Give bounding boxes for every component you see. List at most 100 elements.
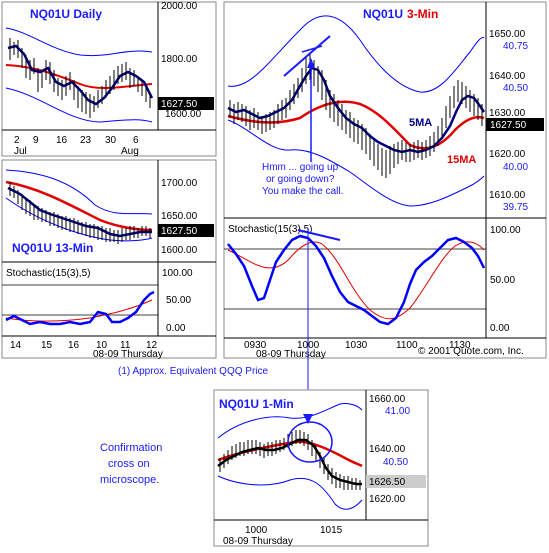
daily-price-box-text: 1627.50: [161, 99, 198, 110]
min3-stoch-fast: [227, 234, 486, 326]
min13-stoch-fast: [5, 290, 155, 326]
daily-ytick-1600: 1600.00: [165, 109, 202, 120]
min3-xtick-1100: 1100: [396, 340, 418, 351]
min3-ytick-1610: 1610.00: [489, 190, 526, 201]
daily-title: NQ01U Daily: [30, 7, 102, 21]
min13-date-label: 08-09 Thursday: [93, 349, 163, 360]
min1-qqq-4100: 41.00: [385, 406, 410, 417]
daily-month-aug: Aug: [121, 146, 139, 157]
min3-price-box-text: 1627.50: [490, 120, 527, 131]
min1-title: NQ01U 1-Min: [219, 397, 294, 411]
min13-stoch-slow: [5, 299, 153, 322]
daily-upper-band: [5, 27, 153, 57]
min3-ytick-1620: 1620.00: [489, 149, 526, 160]
min3-ytick-1650: 1650.00: [489, 29, 526, 40]
daily-price-box: [158, 97, 214, 110]
min3-title: NQ01U 3-Min: [363, 7, 438, 21]
min3-trend-line-hidden: [301, 45, 323, 53]
daily-month-jul: Jul: [14, 146, 27, 157]
min3-label-5ma: 5MA: [409, 117, 432, 129]
min3-stoch-tick-50: 50.00: [490, 275, 515, 286]
min3-ytick-1630: 1630.00: [489, 108, 526, 119]
min13-price-box: [158, 224, 214, 237]
min13-stoch-tick-100: 100.00: [162, 268, 193, 279]
min13-panel: 1700.00 1650.00 1600.00 1627.50 NQ01U 13…: [1, 159, 217, 360]
min3-date-label: 08-09 Thursday: [256, 349, 326, 360]
min3-ma-slow: [227, 100, 485, 150]
min13-upper-band: [5, 169, 153, 215]
daily-ytick-1800: 1800.00: [161, 54, 198, 65]
min13-xtick-1: 15: [41, 340, 53, 351]
min3-stoch-tick-0: 0.00: [490, 323, 510, 334]
min3-lower-band: [227, 119, 485, 207]
min13-ytick-1650: 1650.00: [161, 211, 198, 222]
min1-ma-fast: [217, 438, 362, 486]
min3-xtick-1030: 1030: [345, 340, 368, 351]
min1-qqq-4050: 40.50: [383, 457, 408, 468]
min1-panel: NQ01U 1-Min 1660.00 41.00 1640.00 40.50 …: [213, 389, 429, 547]
min3-upper-band: [227, 15, 485, 93]
min3-stoch-tick-100: 100.00: [490, 225, 521, 236]
min13-xtick-4: 11: [120, 340, 131, 351]
min1-ytick-1660: 1660.00: [369, 394, 406, 405]
min3-qqq-3975: 39.75: [503, 202, 528, 213]
min1-upper-band: [217, 403, 363, 439]
min1-cross-circle: [287, 421, 333, 463]
daily-ma-slow: [5, 64, 153, 89]
daily-xtick-5: 6: [133, 135, 139, 146]
min13-xtick-2: 16: [68, 340, 80, 351]
min3-copyright: © 2001 Quote.com, Inc.: [418, 346, 524, 357]
daily-frame: [1, 1, 217, 157]
min3-xtick-0930: 0930: [244, 340, 267, 351]
min13-xtick-5: 12: [146, 340, 158, 351]
min3-annot-pointer-head: [307, 58, 315, 68]
min1-price-box-text: 1626.50: [369, 477, 406, 488]
min3-annot-line2: or going down?: [266, 174, 335, 185]
min13-ytick-1700: 1700.00: [161, 178, 198, 189]
min3-annot-line1: Hmm ... going up: [262, 162, 339, 173]
min3-stoch-annot-line: [297, 229, 341, 241]
min13-ytick-1600: 1600.00: [161, 245, 198, 256]
daily-xtick-3: 23: [80, 135, 92, 146]
min1-lower-band: [217, 475, 363, 510]
daily-ma-fast: [7, 44, 154, 106]
min13-price-box-text: 1627.50: [161, 226, 198, 237]
min13-frame: [1, 159, 217, 359]
daily-xtick-1: 9: [33, 135, 39, 146]
confirmation-line3: microscope.: [100, 474, 159, 486]
daily-price-bars: [9, 38, 151, 118]
min3-qqq-4075: 40.75: [503, 41, 528, 52]
confirmation-line2: cross on: [108, 458, 150, 470]
min3-qqq-4050: 40.50: [503, 83, 528, 94]
min3-annot-line3: You make the call.: [262, 186, 343, 197]
min3-frame: [223, 1, 547, 359]
min3-stoch-slow: [227, 241, 485, 320]
min1-date-label: 08-09 Thursday: [223, 536, 293, 547]
footnote: (1) Approx. Equivalent QQQ Price: [118, 366, 269, 377]
min13-stoch-tick-50: 50.00: [166, 295, 191, 306]
min1-xtick-1000: 1000: [245, 525, 268, 536]
min3-panel: NQ01U 3-Min 1650.00 40.75 1640.00 40.50 1…: [223, 1, 547, 412]
min13-price-bars: [9, 182, 151, 244]
min3-xtick-1130: 1130: [449, 340, 471, 351]
min1-pointer-head: [303, 414, 313, 424]
min3-stoch-label: Stochastic(15(3),5): [228, 224, 312, 235]
daily-lower-band: [5, 87, 153, 123]
daily-xtick-2: 16: [56, 135, 68, 146]
confirmation-line1: Confirmation: [100, 442, 162, 454]
min1-xtick-1015: 1015: [320, 525, 343, 536]
min3-trend-line-up: [283, 35, 331, 77]
min3-ytick-1640: 1640.00: [489, 71, 526, 82]
min13-xtick-0: 14: [10, 340, 22, 351]
min1-ytick-1620: 1620.00: [369, 494, 406, 505]
min1-ytick-1640: 1640.00: [369, 444, 406, 455]
min13-ma-slow: [5, 180, 153, 232]
min3-price-box: [486, 118, 544, 131]
min13-stoch-tick-0: 0.00: [166, 323, 186, 334]
min1-price-bars: [219, 430, 361, 490]
min1-price-box: [366, 475, 426, 488]
daily-xtick-4: 30: [105, 135, 117, 146]
daily-ytick-2000: 2000.00: [161, 1, 198, 12]
min3-price-bars: [229, 54, 483, 178]
